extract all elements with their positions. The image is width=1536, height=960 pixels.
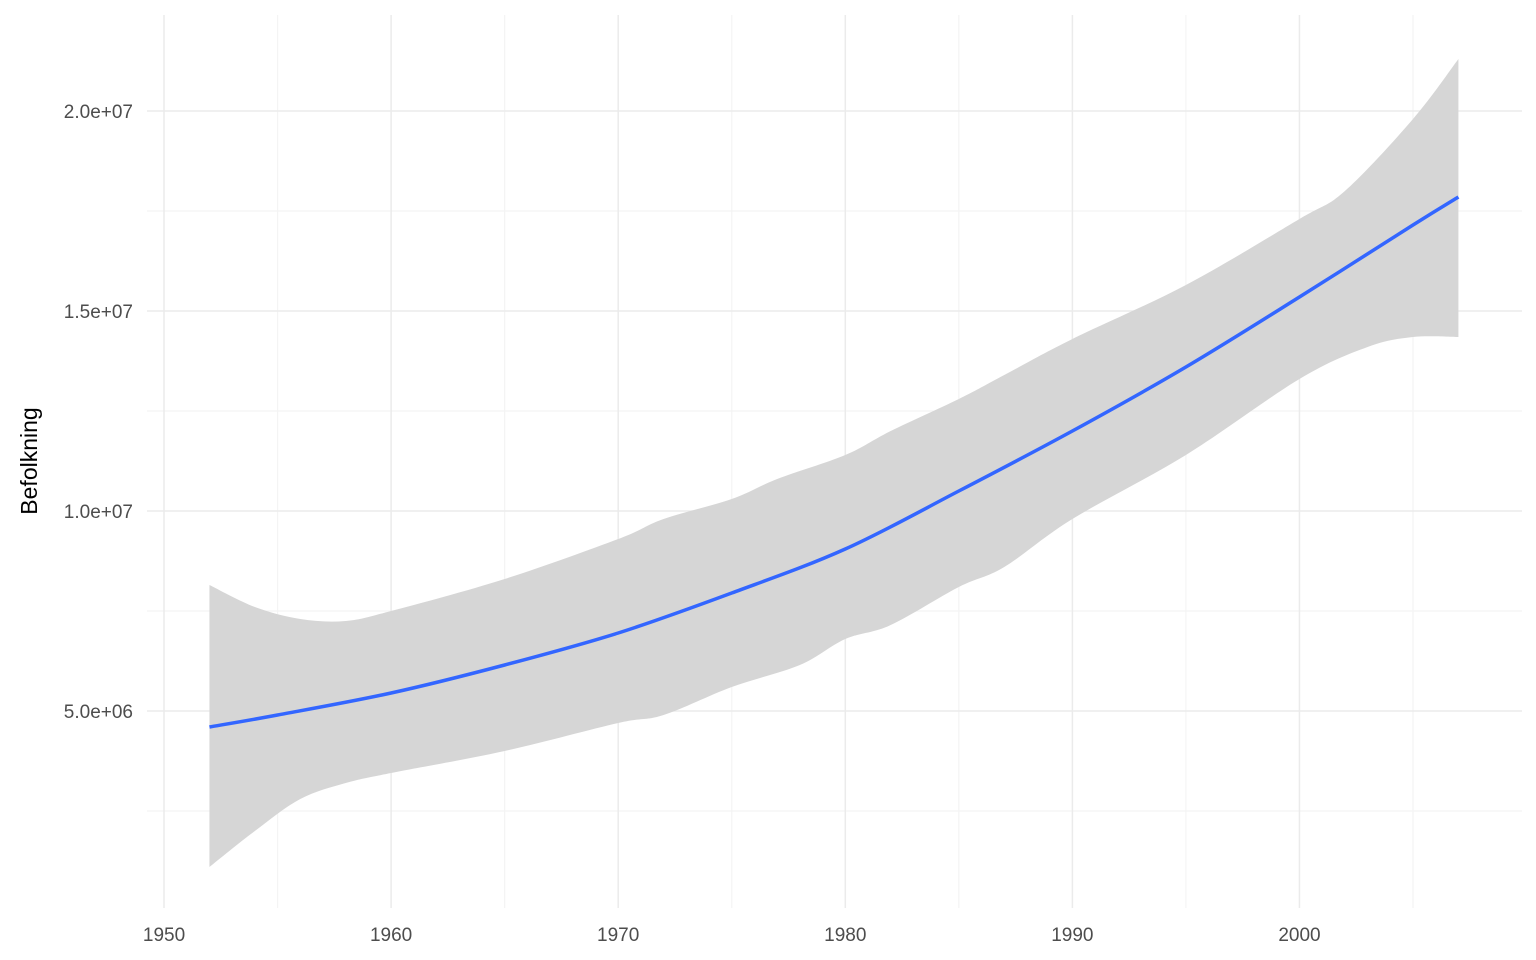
y-axis-ticks: 5.0e+06 1.0e+07 1.5e+07 2.0e+07 (64, 102, 133, 723)
y-axis-label: Befolkning (16, 407, 42, 514)
x-tick-label: 1990 (1051, 925, 1093, 946)
x-tick-label: 1970 (597, 925, 639, 946)
y-tick-label: 5.0e+06 (64, 702, 133, 723)
y-tick-label: 2.0e+07 (64, 102, 133, 123)
confidence-band (209, 59, 1459, 867)
x-tick-label: 2000 (1278, 925, 1320, 946)
x-tick-label: 1950 (143, 925, 185, 946)
smooth-line (209, 195, 1460, 729)
x-tick-label: 1980 (824, 925, 866, 946)
y-tick-label: 1.0e+07 (64, 502, 133, 523)
x-axis-ticks: 1950 1960 1970 1980 1990 2000 (143, 925, 1321, 946)
x-tick-label: 1960 (370, 925, 412, 946)
y-tick-label: 1.5e+07 (64, 302, 133, 323)
